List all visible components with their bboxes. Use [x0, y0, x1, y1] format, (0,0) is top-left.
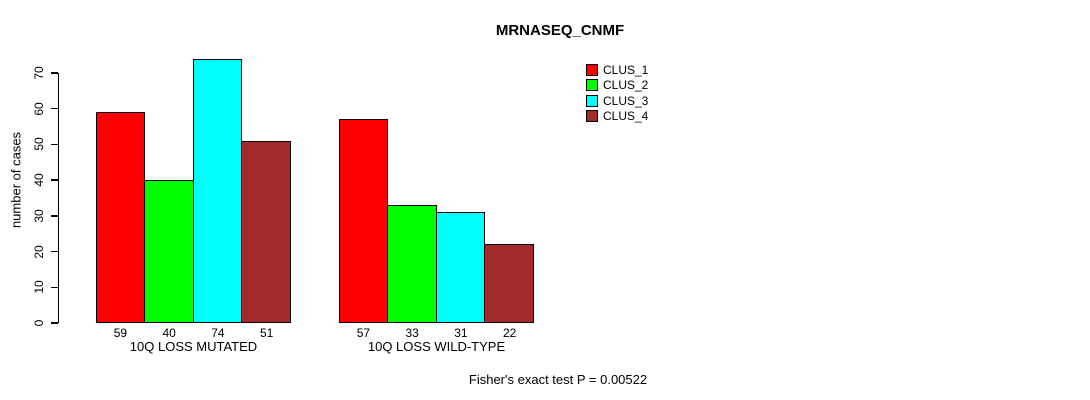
y-tick-mark — [51, 215, 58, 217]
legend-label: CLUS_1 — [603, 63, 649, 77]
legend-swatch-icon — [586, 64, 598, 76]
y-tick-label: 50 — [32, 137, 46, 152]
y-tick-mark — [51, 143, 58, 146]
y-tick-mark — [51, 250, 58, 253]
legend-label: CLUS_2 — [603, 78, 649, 93]
legend-label: CLUS_3 — [603, 93, 649, 108]
y-tick-mark — [51, 322, 58, 324]
y-tick-label: 30 — [32, 209, 46, 223]
bar-clus_4-2 — [484, 244, 534, 323]
y-axis-line — [58, 73, 60, 323]
bar-value-label: 59 — [113, 326, 128, 340]
pvalue-annotation: Fisher's exact test P = 0.00522 — [468, 372, 648, 387]
legend-label: CLUS_4 — [603, 108, 649, 123]
legend-item-clus_4: CLUS_4 — [586, 108, 649, 123]
bar-clus_2-1 — [143, 180, 194, 323]
x-category-label: 10Q LOSS WILD-TYPE — [367, 339, 506, 354]
legend-swatch-icon — [586, 79, 598, 92]
y-tick-mark — [51, 108, 58, 110]
legend-item-clus_1: CLUS_1 — [586, 64, 648, 76]
chart-title: MRNASEQ_CNMF — [495, 22, 625, 39]
bar-value-label: 51 — [259, 326, 274, 340]
bar-clus_4-1 — [241, 140, 291, 323]
y-tick-label: 40 — [32, 173, 46, 187]
y-tick-label: 10 — [32, 280, 46, 294]
bar-value-label: 74 — [211, 326, 225, 340]
legend-item-clus_3: CLUS_3 — [586, 93, 649, 108]
y-tick-mark — [51, 286, 58, 288]
bar-clus_3-1 — [192, 58, 243, 323]
y-tick-label: 20 — [32, 244, 46, 259]
bar-clus_3-2 — [435, 212, 486, 323]
legend-swatch-icon — [586, 109, 598, 122]
bar-clus_1-1 — [96, 112, 145, 323]
bar-value-label: 33 — [405, 326, 419, 340]
bar-value-label: 31 — [454, 326, 468, 340]
y-tick-mark — [51, 179, 58, 181]
bar-clus_1-2 — [339, 119, 388, 323]
bar-clus_2-2 — [386, 205, 437, 323]
bar-value-label: 22 — [502, 326, 517, 340]
bar-value-label: 57 — [356, 326, 371, 340]
legend-swatch-icon — [586, 94, 598, 107]
y-axis-title: number of cases — [8, 131, 24, 229]
y-tick-label: 70 — [32, 66, 46, 80]
legend: CLUS_1 CLUS_2 CLUS_3 CLUS_4 — [586, 64, 648, 125]
x-category-label: 10Q LOSS MUTATED — [129, 339, 258, 354]
y-tick-mark — [51, 72, 58, 74]
y-tick-label: 0 — [32, 319, 46, 327]
legend-item-clus_2: CLUS_2 — [586, 78, 649, 93]
y-tick-label: 60 — [32, 102, 46, 116]
bar-value-label: 40 — [162, 326, 176, 340]
